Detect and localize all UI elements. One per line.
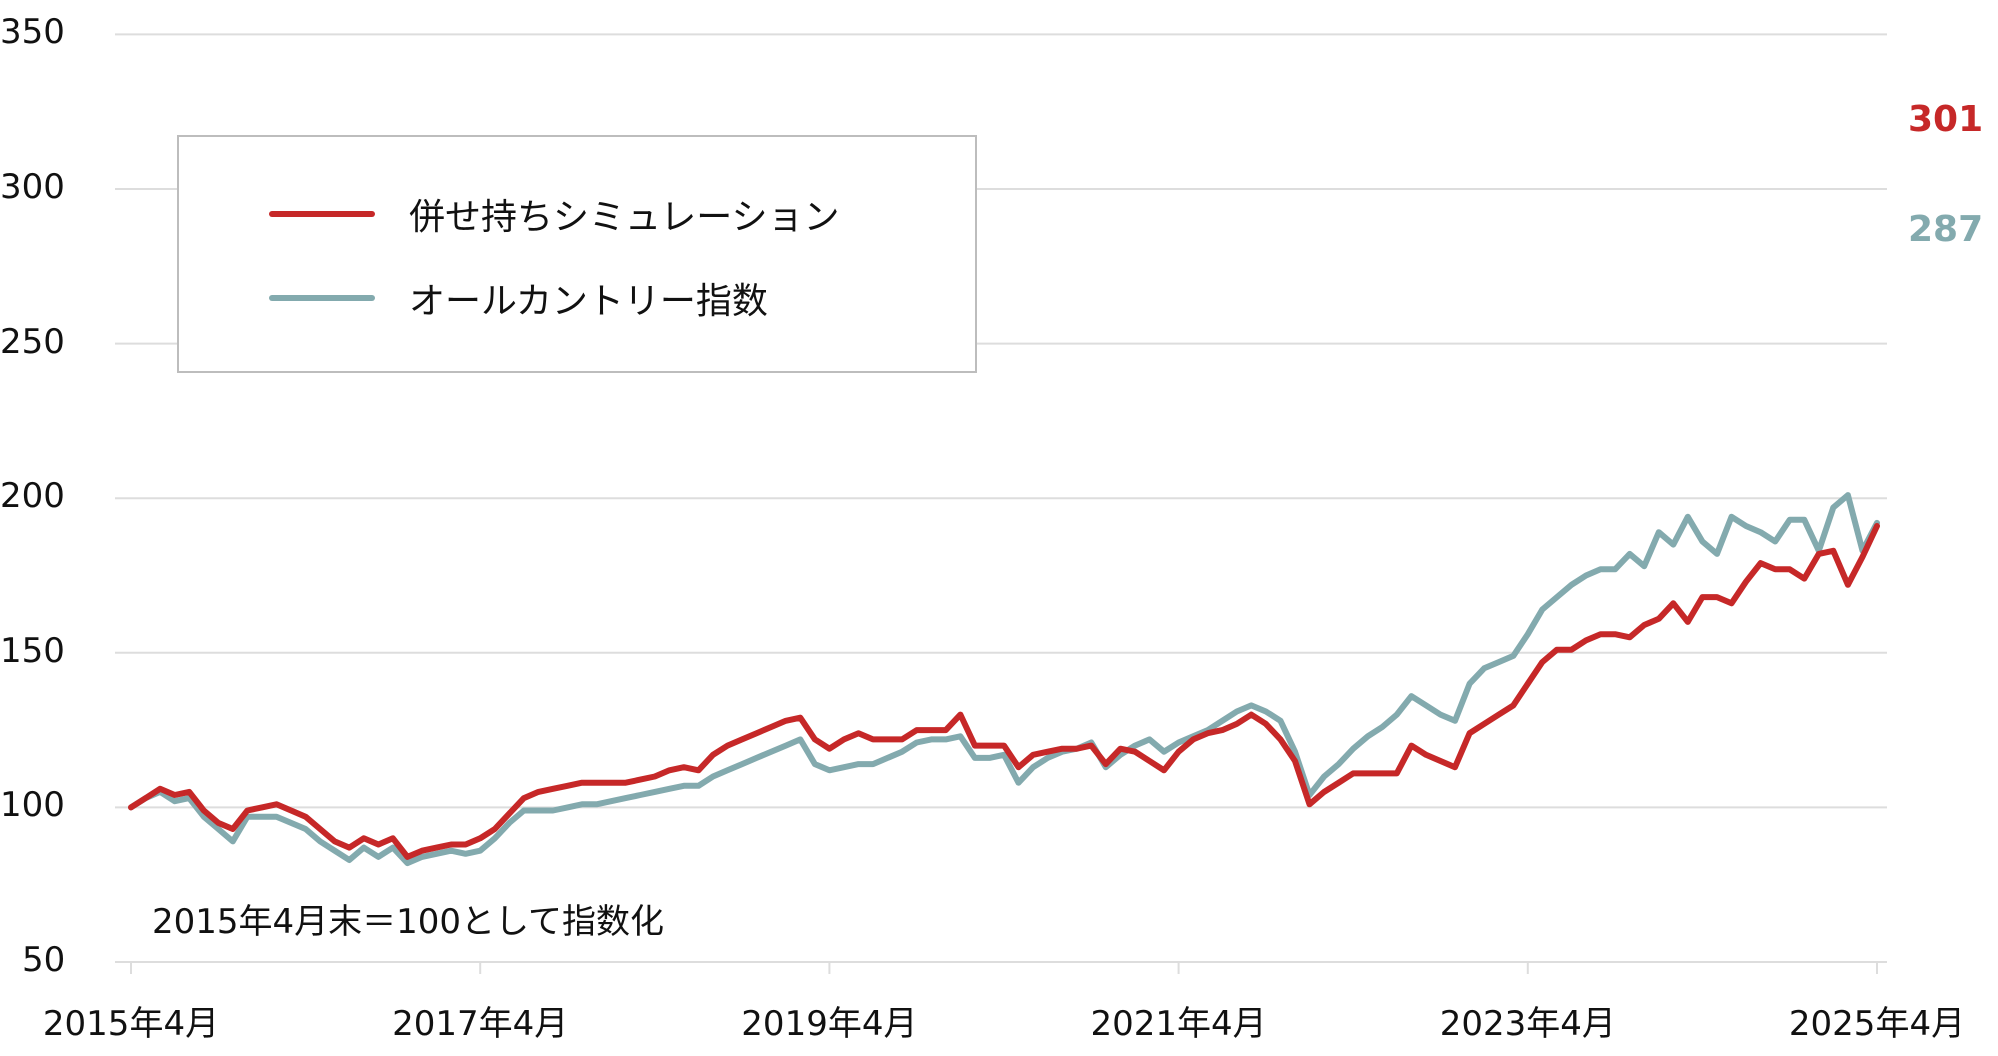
legend-swatch-acwi — [269, 295, 375, 301]
x-axis — [130, 962, 1878, 974]
legend-item-acwi: オールカントリー指数 — [269, 273, 768, 323]
x-tick-label: 2023年4月 — [1439, 1004, 1616, 1044]
x-tick-label: 2025年4月 — [1788, 1004, 1966, 1044]
acwi-line — [128, 492, 1880, 867]
legend-swatch-simulation — [269, 211, 375, 217]
y-tick-label: 100 — [0, 785, 65, 826]
simulation-line — [128, 523, 1880, 860]
x-tick-label: 2021年4月 — [1090, 1004, 1267, 1044]
y-tick-label: 250 — [0, 321, 65, 362]
index-base-note: 2015年4月末＝100として指数化 — [152, 902, 665, 942]
end-value-simulation: 301 — [1908, 99, 1984, 140]
legend: 併せ持ちシミュレーション オールカントリー指数 — [177, 135, 977, 373]
x-tick-label: 2019年4月 — [741, 1004, 918, 1044]
legend-item-simulation: 併せ持ちシミュレーション — [269, 189, 840, 239]
y-tick-label: 50 — [22, 940, 66, 980]
x-tick-label: 2015年4月 — [42, 1004, 220, 1044]
legend-label-simulation: 併せ持ちシミュレーション — [409, 197, 840, 238]
legend-label-acwi: オールカントリー指数 — [409, 281, 768, 322]
x-tick-label: 2017年4月 — [392, 1004, 569, 1044]
end-value-acwi: 287 — [1908, 209, 1984, 250]
series-lines — [128, 492, 1880, 867]
y-tick-label: 200 — [0, 476, 65, 517]
y-tick-label: 150 — [0, 630, 65, 671]
y-tick-label: 350 — [0, 12, 65, 53]
y-tick-label: 300 — [0, 167, 65, 207]
